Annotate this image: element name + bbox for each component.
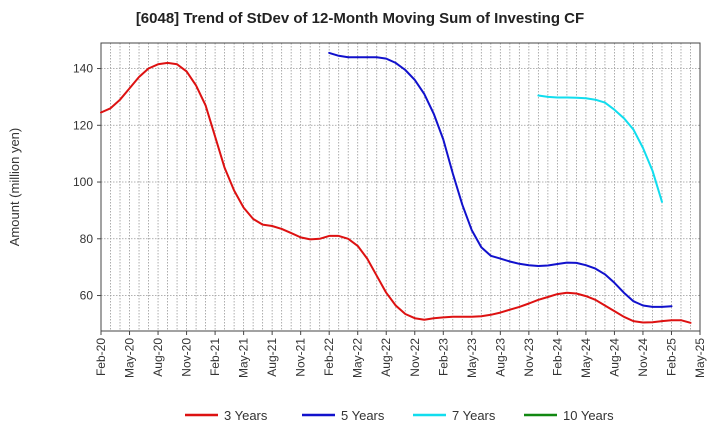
y-tick-label: 80 [80,232,94,246]
x-tick-label: Feb-20 [94,338,108,376]
grid [100,43,701,331]
x-tick-label: Nov-22 [408,338,422,377]
legend-label: 5 Years [341,408,385,423]
x-tick-label: Aug-21 [265,338,279,377]
x-tick-label: Nov-20 [180,338,194,377]
x-tick-label: Feb-21 [208,338,222,376]
x-tick-label: Feb-22 [322,338,336,376]
legend-label: 10 Years [563,408,614,423]
y-tick-label: 120 [73,118,93,132]
legend-item-10-years: 10 Years [524,408,614,423]
x-tick-label: Nov-21 [294,338,308,377]
x-tick-label: Aug-23 [493,338,507,377]
series-line-7-years [537,94,663,203]
x-tick-label: Nov-24 [636,338,650,377]
series-line-5-years [328,51,673,308]
x-tick-label: Aug-20 [151,338,165,377]
legend-item-5-years: 5 Years [302,408,385,423]
legend-item-3-years: 3 Years [185,408,268,423]
x-tick-label: Aug-24 [607,338,621,377]
series-lines [100,51,692,324]
legend: 3 Years 5 Years 7 Years 10 Years [185,408,614,423]
x-tick-label: Feb-25 [664,338,678,376]
y-axis-label: Amount (million yen) [7,128,22,247]
y-tick-label: 100 [73,175,93,189]
x-tick-label: May-25 [693,338,707,378]
x-tick-label: Feb-23 [436,338,450,376]
x-tick-label: Feb-24 [550,338,564,376]
x-tick-label: May-24 [579,338,593,378]
series-line-3-years [100,61,692,324]
legend-item-7-years: 7 Years [413,408,496,423]
axes: 60 80 100 120 140 Feb-20 May-20 Aug-20 Nov-20 Feb… [7,42,707,378]
x-tick-label: Nov-23 [522,338,536,377]
x-tick-label: Aug-22 [379,338,393,377]
legend-label: 3 Years [224,408,268,423]
x-tick-label: May-21 [237,338,251,378]
plot-frame [100,42,701,332]
legend-label: 7 Years [452,408,496,423]
y-tick-label: 140 [73,62,93,76]
y-tick-label: 60 [80,289,94,303]
x-tick-label: May-20 [123,338,137,378]
chart-title: [6048] Trend of StDev of 12-Month Moving… [135,10,585,27]
x-tick-label: May-22 [351,338,365,378]
x-tick-label: May-23 [465,338,479,378]
